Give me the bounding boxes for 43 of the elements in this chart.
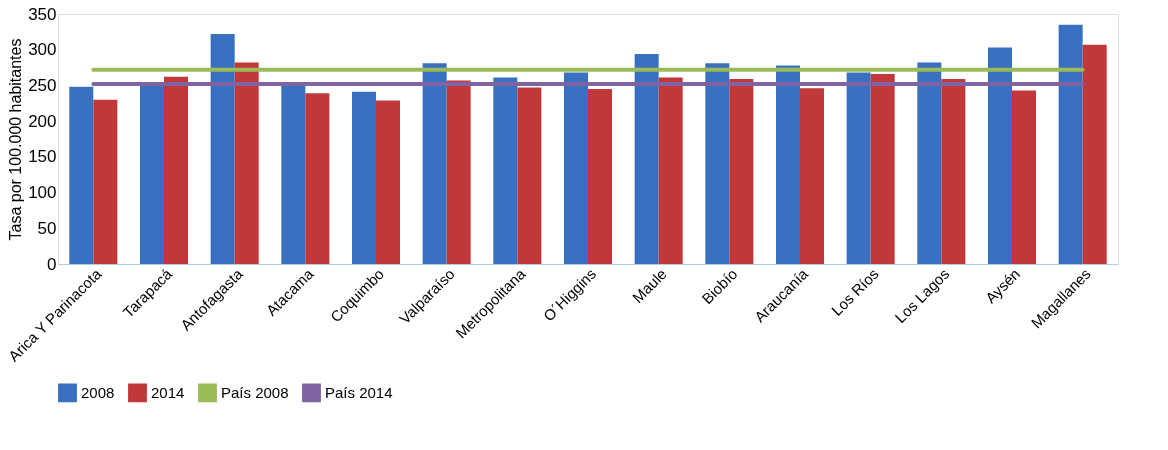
bar [422, 63, 447, 264]
bar [517, 87, 542, 264]
y-tick-label: 100 [28, 183, 57, 203]
bar [1012, 90, 1037, 264]
bar [493, 77, 518, 264]
bar [634, 54, 659, 264]
bar [446, 80, 471, 264]
bar [588, 89, 613, 264]
bar [846, 72, 871, 264]
y-tick-label: 50 [37, 218, 57, 238]
bar [775, 65, 800, 264]
bar [705, 63, 730, 264]
legend-label: 2014 [151, 383, 185, 401]
bar [305, 93, 330, 264]
bar [563, 72, 588, 264]
bar [800, 88, 825, 264]
bar [93, 99, 118, 264]
bar [69, 86, 94, 264]
bar [1082, 44, 1107, 264]
bar [376, 100, 401, 264]
bar [917, 62, 942, 264]
legend-label: 2008 [81, 383, 115, 401]
bar [941, 79, 966, 264]
bar [1058, 24, 1083, 264]
y-tick-label: 300 [28, 40, 57, 60]
y-tick-label: 350 [28, 4, 57, 24]
y-tick-label: 250 [28, 75, 57, 95]
bar [164, 76, 189, 264]
bar [987, 47, 1012, 264]
bar [658, 77, 683, 264]
y-tick-label: 200 [28, 111, 57, 131]
bar [870, 74, 895, 264]
bar [234, 62, 259, 264]
y-tick-label: 0 [47, 254, 57, 274]
bar [351, 91, 376, 264]
legend-label: País 2008 [221, 383, 289, 401]
bar [281, 85, 306, 264]
bar [729, 79, 754, 264]
legend-label: País 2014 [325, 383, 393, 401]
y-axis-title: Tasa por 100.000 habitantes [7, 38, 25, 241]
y-tick-label: 150 [28, 147, 57, 167]
bar [210, 34, 235, 264]
bar [139, 85, 164, 264]
